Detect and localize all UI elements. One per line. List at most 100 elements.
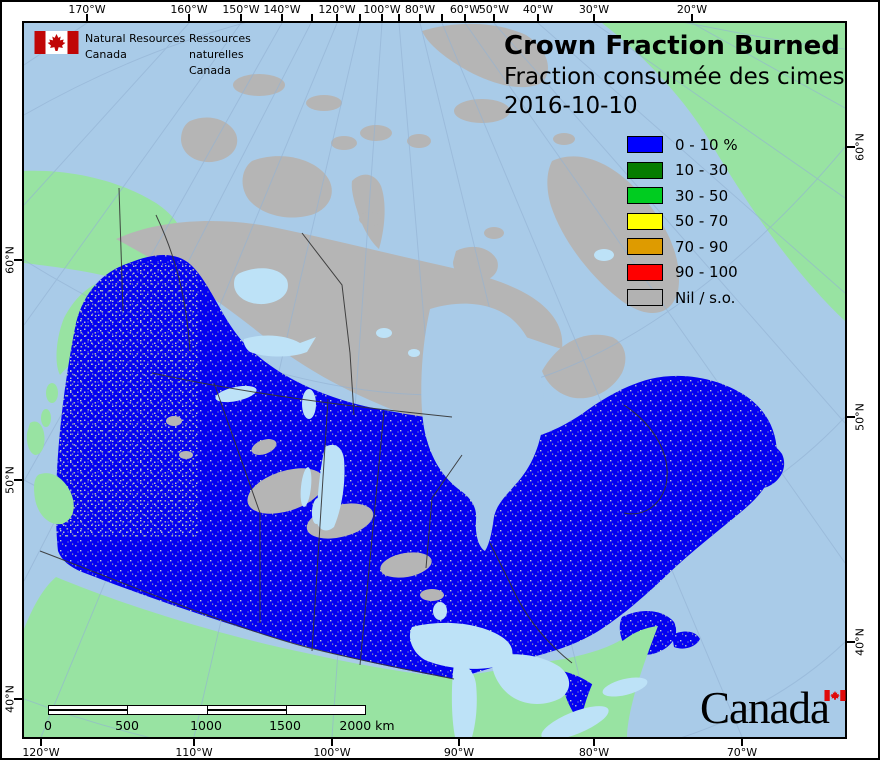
axis-tick-right: [847, 146, 855, 148]
axis-label-top: 60°W: [449, 3, 481, 16]
canada-nil-land: [116, 23, 680, 424]
axis-label-top: 140°W: [263, 3, 301, 16]
scale-bar-label: 0: [44, 718, 52, 733]
axis-tick-top: [691, 14, 693, 21]
legend-item: 70 - 90: [627, 237, 738, 256]
melville: [233, 74, 285, 96]
lake-erie: [541, 706, 609, 737]
us-mainland: [24, 577, 628, 737]
lakes: [215, 249, 648, 737]
king-william: [359, 212, 381, 226]
axis-label-bottom: 120°W: [22, 746, 60, 759]
legend-label: 50 - 70: [675, 212, 729, 230]
legend-swatch: [627, 161, 663, 179]
axis-label-bottom: 70°W: [726, 746, 758, 759]
reindeer-lake: [302, 389, 316, 419]
axis-tick-top: [464, 14, 466, 21]
lake-michigan: [451, 663, 477, 737]
vancouver-island: [34, 473, 74, 525]
axis-label-top: 20°W: [676, 3, 708, 16]
ellesmere: [422, 23, 548, 88]
axis-tick-top: [593, 14, 595, 21]
scale-bar-segment: [286, 706, 365, 714]
legend-swatch: [627, 212, 663, 230]
great-slave-lake: [243, 335, 316, 357]
prince-of-wales: [331, 136, 357, 150]
ontario-quebec-border: [489, 542, 573, 664]
hudson-bay: [421, 303, 545, 551]
axis-label-top: 120°W: [318, 3, 356, 16]
admin-borders: [39, 187, 668, 680]
axis-tick-top-minor: [311, 14, 313, 21]
legend-swatch: [627, 187, 663, 204]
scale-bar: [48, 705, 366, 715]
axis-tick-bottom: [40, 739, 42, 746]
scale-bar-segment: [207, 706, 287, 714]
scale-bar-segment: [49, 706, 129, 714]
arctic-isle: [484, 227, 504, 239]
manitoba-ontario-border: [425, 454, 463, 569]
legend-item: 0 - 10 %: [627, 135, 738, 154]
axis-tick-bottom: [593, 739, 595, 746]
victoria-island: [242, 156, 332, 218]
devon: [454, 99, 510, 123]
lake-winnipeg: [316, 444, 345, 531]
axis-tick-top: [419, 14, 421, 21]
arctic-isle: [553, 133, 575, 145]
axis-tick-bottom: [458, 739, 460, 746]
axis-label-top: 50°W: [478, 3, 510, 16]
signature-en-line2: Canada: [85, 48, 127, 61]
legend-item: 50 - 70: [627, 212, 738, 230]
axis-label-top: 40°W: [522, 3, 554, 16]
haida-gwaii: [26, 421, 45, 455]
coast-isle: [46, 383, 58, 403]
lake-huron: [491, 654, 570, 704]
canada-wordmark-text: Canada: [700, 683, 830, 733]
map-date: 2016-10-10: [504, 93, 638, 119]
scale-bar-segment: [128, 706, 208, 714]
legend-label: 0 - 10 %: [675, 135, 738, 154]
legend: 0 - 10 % 10 - 30 30 - 50 50 - 70 70 - 90 90 -…: [627, 136, 738, 315]
great-bear-lake: [234, 268, 288, 305]
nrcan-signature: Natural Resources Canada Ressources natu…: [34, 31, 293, 79]
lake-nipigon: [433, 602, 447, 620]
alberta-sask-border: [311, 398, 329, 652]
axis-tick-right: [847, 641, 855, 643]
axis-label-bottom: 90°W: [443, 746, 475, 759]
banks-island: [181, 117, 238, 163]
legend-swatch: [627, 238, 663, 255]
legend-label: 70 - 90: [675, 237, 729, 256]
legend-label: 30 - 50: [675, 186, 729, 205]
axis-tick-left: [14, 259, 22, 261]
axis-tick-bottom: [193, 739, 195, 746]
axis-tick-top-minor: [398, 14, 400, 21]
legend-item: 10 - 30: [627, 161, 738, 179]
axis-label-bottom: 110°W: [175, 746, 213, 759]
legend-label: 10 - 30: [675, 161, 729, 179]
yukon-nwt-border: [155, 214, 191, 352]
scale-bar-label: 1500: [269, 718, 301, 733]
axis-label-bottom: 100°W: [313, 746, 351, 759]
provinces-60n-border: [151, 372, 453, 418]
legend-items: 0 - 10 % 10 - 30 30 - 50 50 - 70 70 - 90 90 -…: [627, 135, 738, 307]
canada-flag-icon: [824, 690, 846, 701]
scale-bar-label: 1000: [190, 718, 222, 733]
map-title-fr: Fraction consumée des cimes: [504, 64, 845, 90]
axis-tick-top: [86, 14, 88, 21]
axis-label-top: 100°W: [363, 3, 401, 16]
axis-label-top: 150°W: [222, 3, 260, 16]
axis-tick-bottom: [331, 739, 333, 746]
legend-label: 90 - 100: [675, 263, 738, 281]
axis-tick-right: [847, 416, 855, 418]
signature-en-line1: Natural Resources: [85, 32, 186, 45]
legend-label: Nil / s.o.: [675, 288, 736, 307]
axis-tick-top: [537, 14, 539, 21]
axis-label-right: 40°N: [853, 628, 867, 656]
axis-tick-top: [336, 14, 338, 21]
lake-ontario: [602, 677, 648, 697]
axis-tick-top: [381, 14, 383, 21]
greenland: [602, 23, 845, 321]
axis-label-bottom: 80°W: [578, 746, 610, 759]
scale-bar-label: 2000 km: [339, 718, 395, 733]
legend-item: Nil / s.o.: [627, 288, 738, 307]
